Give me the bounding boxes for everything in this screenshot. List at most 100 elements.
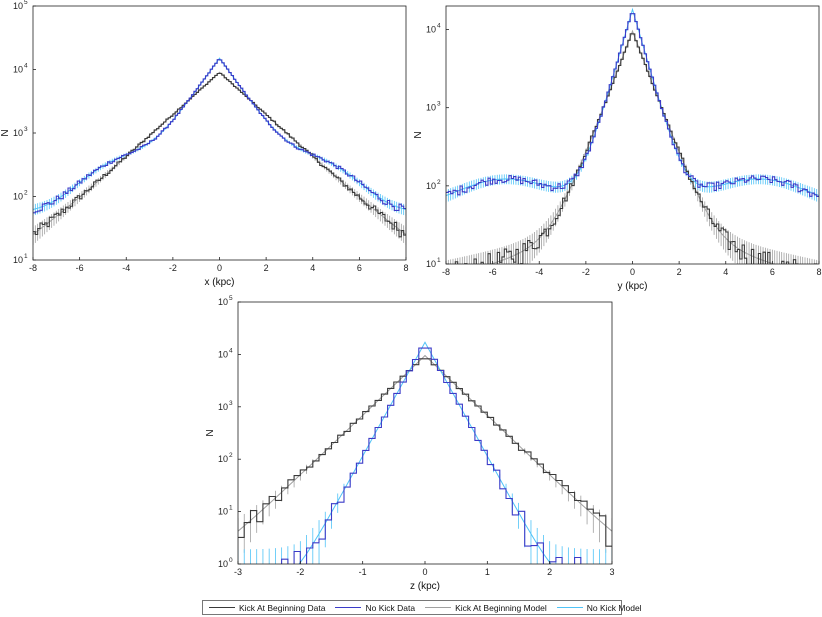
- x-tick-label: 8: [403, 263, 408, 273]
- series-kick-model-2: [446, 29, 819, 264]
- y-tick-exponent: 5: [24, 0, 28, 6]
- y-tick-exponent: 1: [24, 253, 28, 260]
- x-tick-label: 0: [422, 567, 427, 577]
- y-tick-exponent: 4: [437, 23, 441, 30]
- legend-label-nokick-model: No Kick Model: [586, 602, 642, 613]
- x-tick-label: -1: [359, 567, 367, 577]
- y-tick-label: 10: [426, 259, 436, 269]
- y-axis-label: N: [413, 131, 424, 138]
- x-tick-label: -4: [122, 263, 130, 273]
- y-tick-label: 10: [13, 128, 23, 138]
- x-axis-label: x (kpc): [205, 277, 235, 288]
- model-line: [489, 29, 776, 264]
- y-tick-exponent: 1: [437, 257, 441, 264]
- series-nokick-data-1: [33, 59, 406, 214]
- x-tick-label: -8: [442, 267, 450, 277]
- legend-label-kick-data: Kick At Beginning Data: [239, 602, 326, 613]
- series-kick-data-1: [33, 72, 406, 238]
- y-tick-label: 10: [426, 25, 436, 35]
- y-axis-label: N: [0, 129, 11, 136]
- y-tick-exponent: 1: [229, 505, 233, 512]
- y-tick-label: 10: [13, 192, 23, 202]
- series-kick-model-1: [33, 71, 406, 246]
- y-tick-exponent: 0: [229, 557, 233, 564]
- x-tick-label: -3: [234, 567, 242, 577]
- y-tick-exponent: 3: [229, 400, 233, 407]
- x-tick-label: 1: [485, 567, 490, 577]
- y-tick-label: 10: [13, 65, 23, 75]
- data-step-line: [33, 72, 406, 238]
- x-tick-label: 6: [770, 267, 775, 277]
- y-tick-label: 10: [426, 103, 436, 113]
- data-step-line: [33, 59, 406, 214]
- legend-swatch-kick-data: [209, 607, 235, 608]
- legend-swatch-nokick-data: [335, 607, 362, 608]
- y-tick-exponent: 2: [437, 179, 441, 186]
- x-tick-label: 6: [357, 263, 362, 273]
- y-tick-exponent: 2: [24, 190, 28, 197]
- series-nokick-data-2: [446, 13, 819, 197]
- model-line: [33, 57, 406, 210]
- y-tick-exponent: 2: [229, 452, 233, 459]
- x-tick-label: 4: [723, 267, 728, 277]
- x-tick-label: -4: [535, 267, 543, 277]
- y-axis-label: N: [205, 429, 216, 436]
- x-tick-label: 0: [630, 267, 635, 277]
- model-line: [298, 341, 552, 564]
- data-step-line: [281, 347, 582, 564]
- x-tick-label: 3: [609, 567, 614, 577]
- x-tick-label: 0: [217, 263, 222, 273]
- x-tick-label: 2: [677, 267, 682, 277]
- y-tick-label: 10: [13, 1, 23, 11]
- y-tick-label: 10: [218, 402, 228, 412]
- y-tick-label: 10: [13, 255, 23, 265]
- x-tick-label: -2: [582, 267, 590, 277]
- x-tick-label: 2: [547, 567, 552, 577]
- series-nokick-data-3: [281, 347, 582, 564]
- series-kick-data-3: [238, 358, 612, 547]
- plot-area-3: [238, 341, 612, 564]
- model-line: [33, 71, 406, 235]
- data-step-line: [446, 33, 818, 264]
- y-tick-label: 10: [426, 181, 436, 191]
- legend-item-kick-data: Kick At Beginning Data: [209, 603, 325, 613]
- x-tick-label: 2: [264, 263, 269, 273]
- y-tick-exponent: 4: [24, 63, 28, 70]
- y-tick-label: 10: [218, 297, 228, 307]
- y-tick-label: 10: [218, 507, 228, 517]
- axes-box: [445, 5, 820, 265]
- series-nokick-model-2: [446, 7, 819, 203]
- legend-label-nokick-data: No Kick Data: [365, 602, 416, 613]
- x-tick-label: 8: [816, 267, 821, 277]
- x-tick-label: 4: [310, 263, 315, 273]
- x-axis-label: y (kpc): [618, 281, 648, 292]
- legend-item-kick-model: Kick At Beginning Model: [425, 603, 547, 613]
- y-tick-exponent: 5: [229, 295, 233, 302]
- legend: Kick At Beginning Data No Kick Data Kick…: [202, 600, 642, 615]
- y-tick-label: 10: [218, 454, 228, 464]
- plot-area-1: [33, 57, 406, 246]
- y-tick-exponent: 3: [24, 126, 28, 133]
- series-kick-model-3: [238, 354, 612, 564]
- x-tick-label: -6: [489, 267, 497, 277]
- data-step-line: [446, 13, 819, 197]
- y-tick-label: 10: [218, 559, 228, 569]
- axes-box: [32, 5, 407, 261]
- x-axis-label: z (kpc): [410, 581, 440, 592]
- x-tick-label: -8: [29, 263, 37, 273]
- y-tick-label: 10: [218, 349, 228, 359]
- series-kick-data-2: [446, 33, 818, 264]
- y-tick-exponent: 4: [229, 347, 233, 354]
- x-tick-label: -2: [169, 263, 177, 273]
- y-tick-exponent: 3: [437, 101, 441, 108]
- legend-item-nokick-data: No Kick Data: [335, 603, 415, 613]
- series-nokick-model-3: [238, 341, 612, 564]
- model-line: [446, 7, 819, 196]
- legend-item-nokick-model: No Kick Model: [556, 602, 642, 613]
- legend-swatch-nokick-model: [556, 607, 583, 608]
- x-tick-label: -2: [296, 567, 304, 577]
